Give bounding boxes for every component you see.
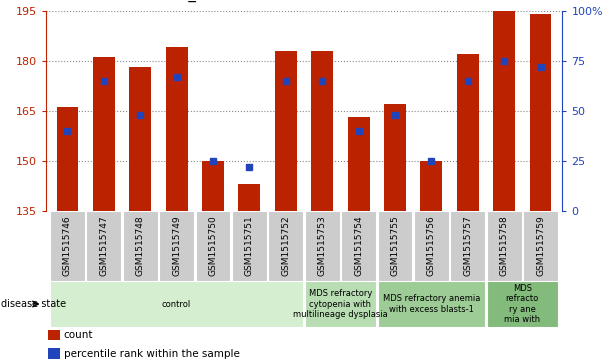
- Text: GDS5622 / ILMN_3180855: GDS5622 / ILMN_3180855: [64, 0, 263, 2]
- Text: GSM1515749: GSM1515749: [172, 216, 181, 276]
- Bar: [378, 281, 485, 327]
- Bar: [341, 211, 376, 281]
- Text: GSM1515753: GSM1515753: [318, 216, 326, 276]
- Bar: [159, 211, 194, 281]
- Bar: [202, 160, 224, 211]
- Bar: [348, 117, 370, 211]
- Text: GSM1515758: GSM1515758: [500, 216, 509, 276]
- Bar: [275, 51, 297, 211]
- Bar: [166, 48, 187, 211]
- Text: MDS refractory anemia
with excess blasts-1: MDS refractory anemia with excess blasts…: [382, 294, 480, 314]
- Text: GSM1515756: GSM1515756: [427, 216, 436, 276]
- Bar: [86, 211, 122, 281]
- Bar: [238, 184, 260, 211]
- Text: MDS refractory
cytopenia with
multilineage dysplasia: MDS refractory cytopenia with multilinea…: [293, 289, 388, 319]
- Bar: [305, 281, 376, 327]
- Text: GSM1515748: GSM1515748: [136, 216, 145, 276]
- Bar: [486, 211, 522, 281]
- Text: GSM1515750: GSM1515750: [209, 216, 218, 276]
- Bar: [311, 51, 333, 211]
- Bar: [486, 281, 558, 327]
- Bar: [421, 160, 442, 211]
- Bar: [196, 211, 230, 281]
- Text: GSM1515759: GSM1515759: [536, 216, 545, 276]
- Bar: [50, 281, 303, 327]
- Text: disease state: disease state: [1, 299, 66, 309]
- Text: GSM1515755: GSM1515755: [390, 216, 399, 276]
- Text: MDS
refracto
ry ane
mia with: MDS refracto ry ane mia with: [504, 284, 541, 324]
- Bar: [232, 211, 267, 281]
- Bar: [493, 11, 515, 211]
- Bar: [414, 211, 449, 281]
- Bar: [451, 211, 485, 281]
- Bar: [57, 107, 78, 211]
- Text: count: count: [64, 330, 93, 340]
- Bar: [305, 211, 340, 281]
- Bar: [523, 211, 558, 281]
- Bar: [530, 14, 551, 211]
- Text: GSM1515747: GSM1515747: [99, 216, 108, 276]
- Text: GSM1515757: GSM1515757: [463, 216, 472, 276]
- Bar: [123, 211, 157, 281]
- Bar: [268, 211, 303, 281]
- Bar: [130, 68, 151, 211]
- Bar: [384, 104, 406, 211]
- Text: GSM1515752: GSM1515752: [282, 216, 290, 276]
- Text: GSM1515746: GSM1515746: [63, 216, 72, 276]
- Bar: [50, 211, 85, 281]
- Bar: [93, 57, 115, 211]
- Bar: [48, 348, 60, 359]
- Text: GSM1515751: GSM1515751: [245, 216, 254, 276]
- Bar: [457, 54, 478, 211]
- Bar: [48, 330, 60, 340]
- Text: GSM1515754: GSM1515754: [354, 216, 363, 276]
- Bar: [378, 211, 412, 281]
- Text: percentile rank within the sample: percentile rank within the sample: [64, 348, 240, 359]
- Text: control: control: [162, 299, 192, 309]
